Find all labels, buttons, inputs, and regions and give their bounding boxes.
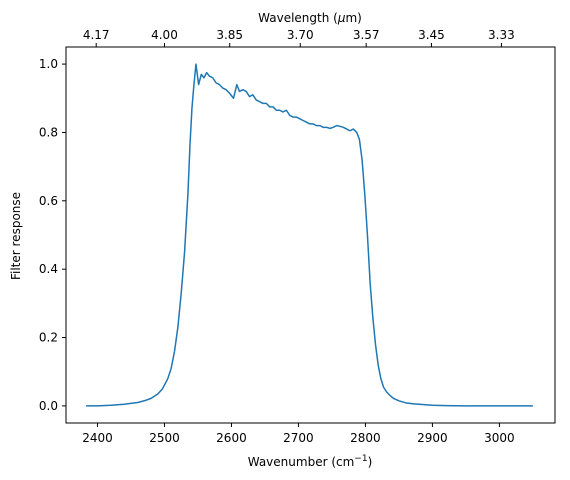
x-tick-label: 2400 [82, 431, 113, 445]
top-tick-label: 3.85 [216, 28, 243, 42]
y-axis-label: Filter response [9, 192, 23, 280]
top-axis: 4.17 4.00 3.85 3.70 3.57 3.45 3.33 [83, 28, 515, 47]
x-tick-label: 2600 [216, 431, 247, 445]
top-tick-label: 3.45 [418, 28, 445, 42]
y-tick-label: 0.4 [39, 262, 58, 276]
x-tick-label: 3000 [484, 431, 515, 445]
top-tick-label: 3.57 [353, 28, 380, 42]
x-tick-label: 2500 [149, 431, 180, 445]
y-tick-label: 0.0 [39, 399, 58, 413]
series-line-0 [86, 63, 533, 407]
top-axis-label: Wavelength (μm) [258, 11, 362, 25]
y-tick-label: 0.6 [39, 194, 58, 208]
x-tick-label: 2800 [350, 431, 381, 445]
plot-frame [65, 46, 556, 424]
chart-marks [86, 63, 533, 407]
x-tick-label: 2900 [417, 431, 448, 445]
top-tick-label: 4.00 [151, 28, 178, 42]
top-tick-label: 3.70 [287, 28, 314, 42]
top-tick-label: 4.17 [83, 28, 110, 42]
top-tick-label: 3.33 [488, 28, 515, 42]
bottom-axis: 2400 2500 2600 2700 2800 2900 3000 [82, 423, 515, 445]
left-axis: 0.0 0.2 0.4 0.6 0.8 1.0 [39, 57, 66, 413]
x-axis-label: Wavenumber (cm−1) [248, 454, 373, 469]
y-tick-label: 0.8 [39, 125, 58, 139]
y-tick-label: 0.2 [39, 331, 58, 345]
y-tick-label: 1.0 [39, 57, 58, 71]
x-tick-label: 2700 [283, 431, 314, 445]
